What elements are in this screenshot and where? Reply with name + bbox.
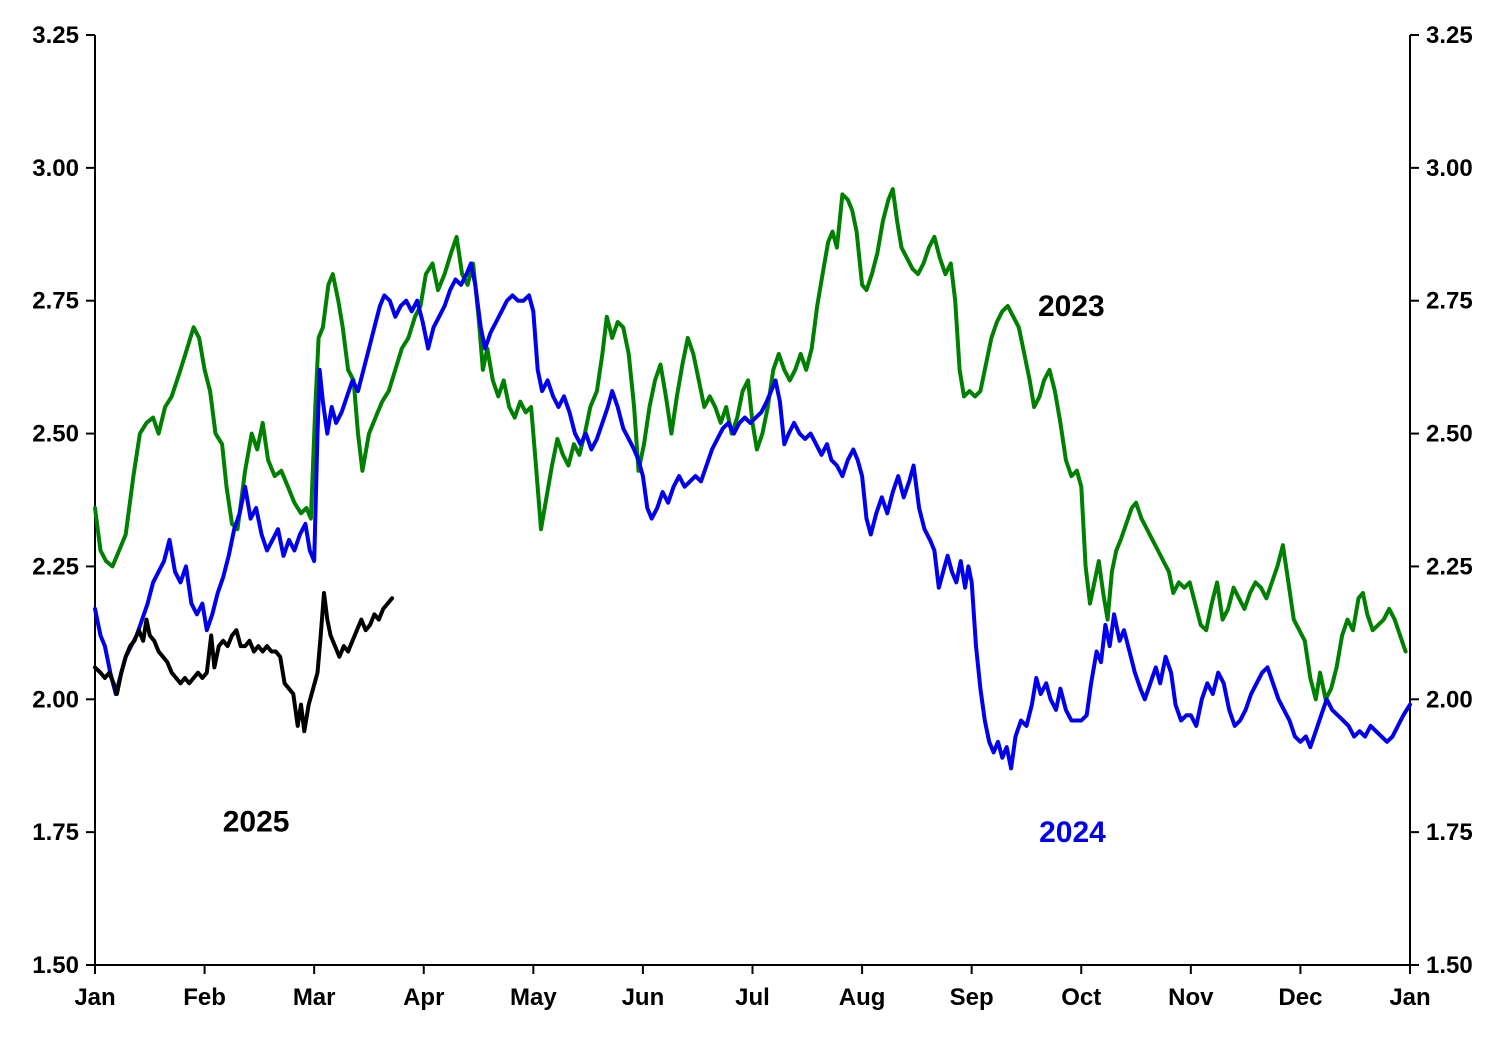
series-label-2024: 2024 [1039,816,1106,849]
y-axis-tick-label-left: 1.50 [32,952,79,979]
y-axis-tick-label-left: 2.50 [32,421,79,448]
y-axis-tick-label-right: 2.50 [1426,421,1473,448]
x-axis-tick-label: May [510,984,557,1011]
y-axis-tick-label-right: 3.00 [1426,155,1473,182]
x-axis-tick-label: Nov [1168,984,1214,1011]
x-axis-tick-label: Jul [735,984,770,1011]
series-label-2023: 2023 [1038,290,1105,323]
y-axis-tick-label-left: 3.25 [32,22,79,49]
x-axis-tick-label: Jun [622,984,665,1011]
y-axis-tick-label-right: 1.50 [1426,952,1473,979]
x-axis-tick-label: Jan [74,984,115,1011]
x-axis-tick-label: Jan [1389,984,1430,1011]
series-line-2023 [93,187,1408,702]
x-axis-tick-label: Apr [403,984,444,1011]
x-axis-tick-label: Oct [1061,984,1101,1011]
axes [86,34,1419,974]
y-axis-tick-label-right: 2.25 [1426,553,1473,580]
y-axis-tick-label-left: 3.00 [32,155,79,182]
y-axis-tick-label-left: 1.75 [32,819,79,846]
y-axis-tick-label-left: 2.00 [32,686,79,713]
y-axis-tick-label-left: 2.75 [32,288,79,315]
y-axis-tick-label-right: 1.75 [1426,819,1473,846]
x-axis-tick-label: Aug [839,984,886,1011]
y-axis-tick-label-right: 2.00 [1426,686,1473,713]
x-axis-tick-label: Mar [293,984,336,1011]
x-axis-tick-label: Sep [950,984,994,1011]
series-line-2024 [93,261,1412,771]
y-axis-tick-label-right: 3.25 [1426,22,1473,49]
x-axis-tick-label: Dec [1278,984,1322,1011]
y-axis-tick-label-left: 2.25 [32,553,79,580]
x-axis-tick-label: Feb [183,984,226,1011]
series-line-2025 [93,591,394,734]
tick-labels: 1.50 1.50 1.75 1.75 2.00 2.00 2.25 2.25 2.50 2.50… [32,22,1472,1011]
series-label-2025: 2025 [223,806,290,839]
y-axis-tick-label-right: 2.75 [1426,288,1473,315]
